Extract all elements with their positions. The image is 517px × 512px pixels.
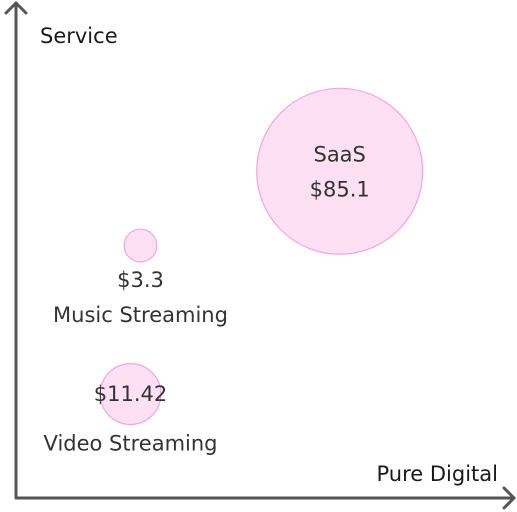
bubble-video-streaming (99, 363, 162, 426)
x-axis-label: Pure Digital (377, 462, 498, 486)
bubble-category-label: SaaS (313, 142, 365, 166)
y-axis-label: Service (40, 24, 118, 48)
bubble-group-video-streaming: Video Streaming $11.42 (44, 363, 218, 455)
bubble-layer: SaaS $85.1 Music Streaming $3.3 Video Stream… (44, 87, 424, 455)
bubble-category-label: Video Streaming (44, 431, 218, 455)
bubble-value-label: $85.1 (310, 177, 370, 201)
bubble-group-saas: SaaS $85.1 (256, 87, 424, 255)
axes (4, 1, 516, 510)
bubble-value-label: $3.3 (117, 268, 164, 292)
bubble-group-music-streaming: Music Streaming $3.3 (53, 228, 228, 327)
bubble-category-label: Music Streaming (53, 303, 228, 327)
bubble-music-streaming (123, 228, 158, 263)
bubble-saas (256, 87, 424, 255)
bubble-value-label: $11.42 (94, 382, 167, 406)
x-axis-arrowhead (502, 486, 516, 510)
y-axis-arrowhead (4, 1, 28, 15)
